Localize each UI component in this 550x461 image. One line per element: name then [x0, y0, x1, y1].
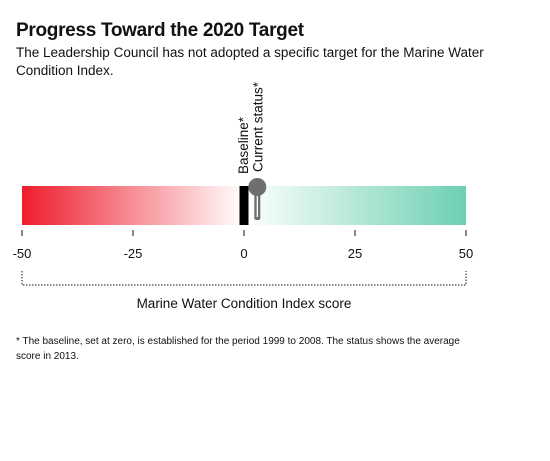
- page-title: Progress Toward the 2020 Target: [16, 20, 304, 41]
- x-tick-label: -25: [124, 246, 143, 261]
- subtitle: The Leadership Council has not adopted a…: [16, 45, 484, 78]
- baseline-marker-group: Baseline*: [236, 116, 251, 225]
- x-axis-ticks: -50 -25 0 25 50: [13, 230, 473, 261]
- x-tick-label: 25: [348, 246, 362, 261]
- baseline-label: Baseline*: [236, 116, 251, 174]
- x-axis-label: Marine Water Condition Index score: [137, 296, 352, 311]
- x-tick-label: 50: [459, 246, 473, 261]
- current-status-marker-group: Current status*: [248, 81, 267, 220]
- axis-bracket: [21, 271, 467, 286]
- x-tick-label: -50: [13, 246, 32, 261]
- baseline-marker: [239, 186, 249, 225]
- x-tick-label: 0: [240, 246, 247, 261]
- current-status-label: Current status*: [250, 81, 265, 172]
- footnote: * The baseline, set at zero, is establis…: [16, 336, 460, 362]
- status-pin-head: [248, 178, 267, 196]
